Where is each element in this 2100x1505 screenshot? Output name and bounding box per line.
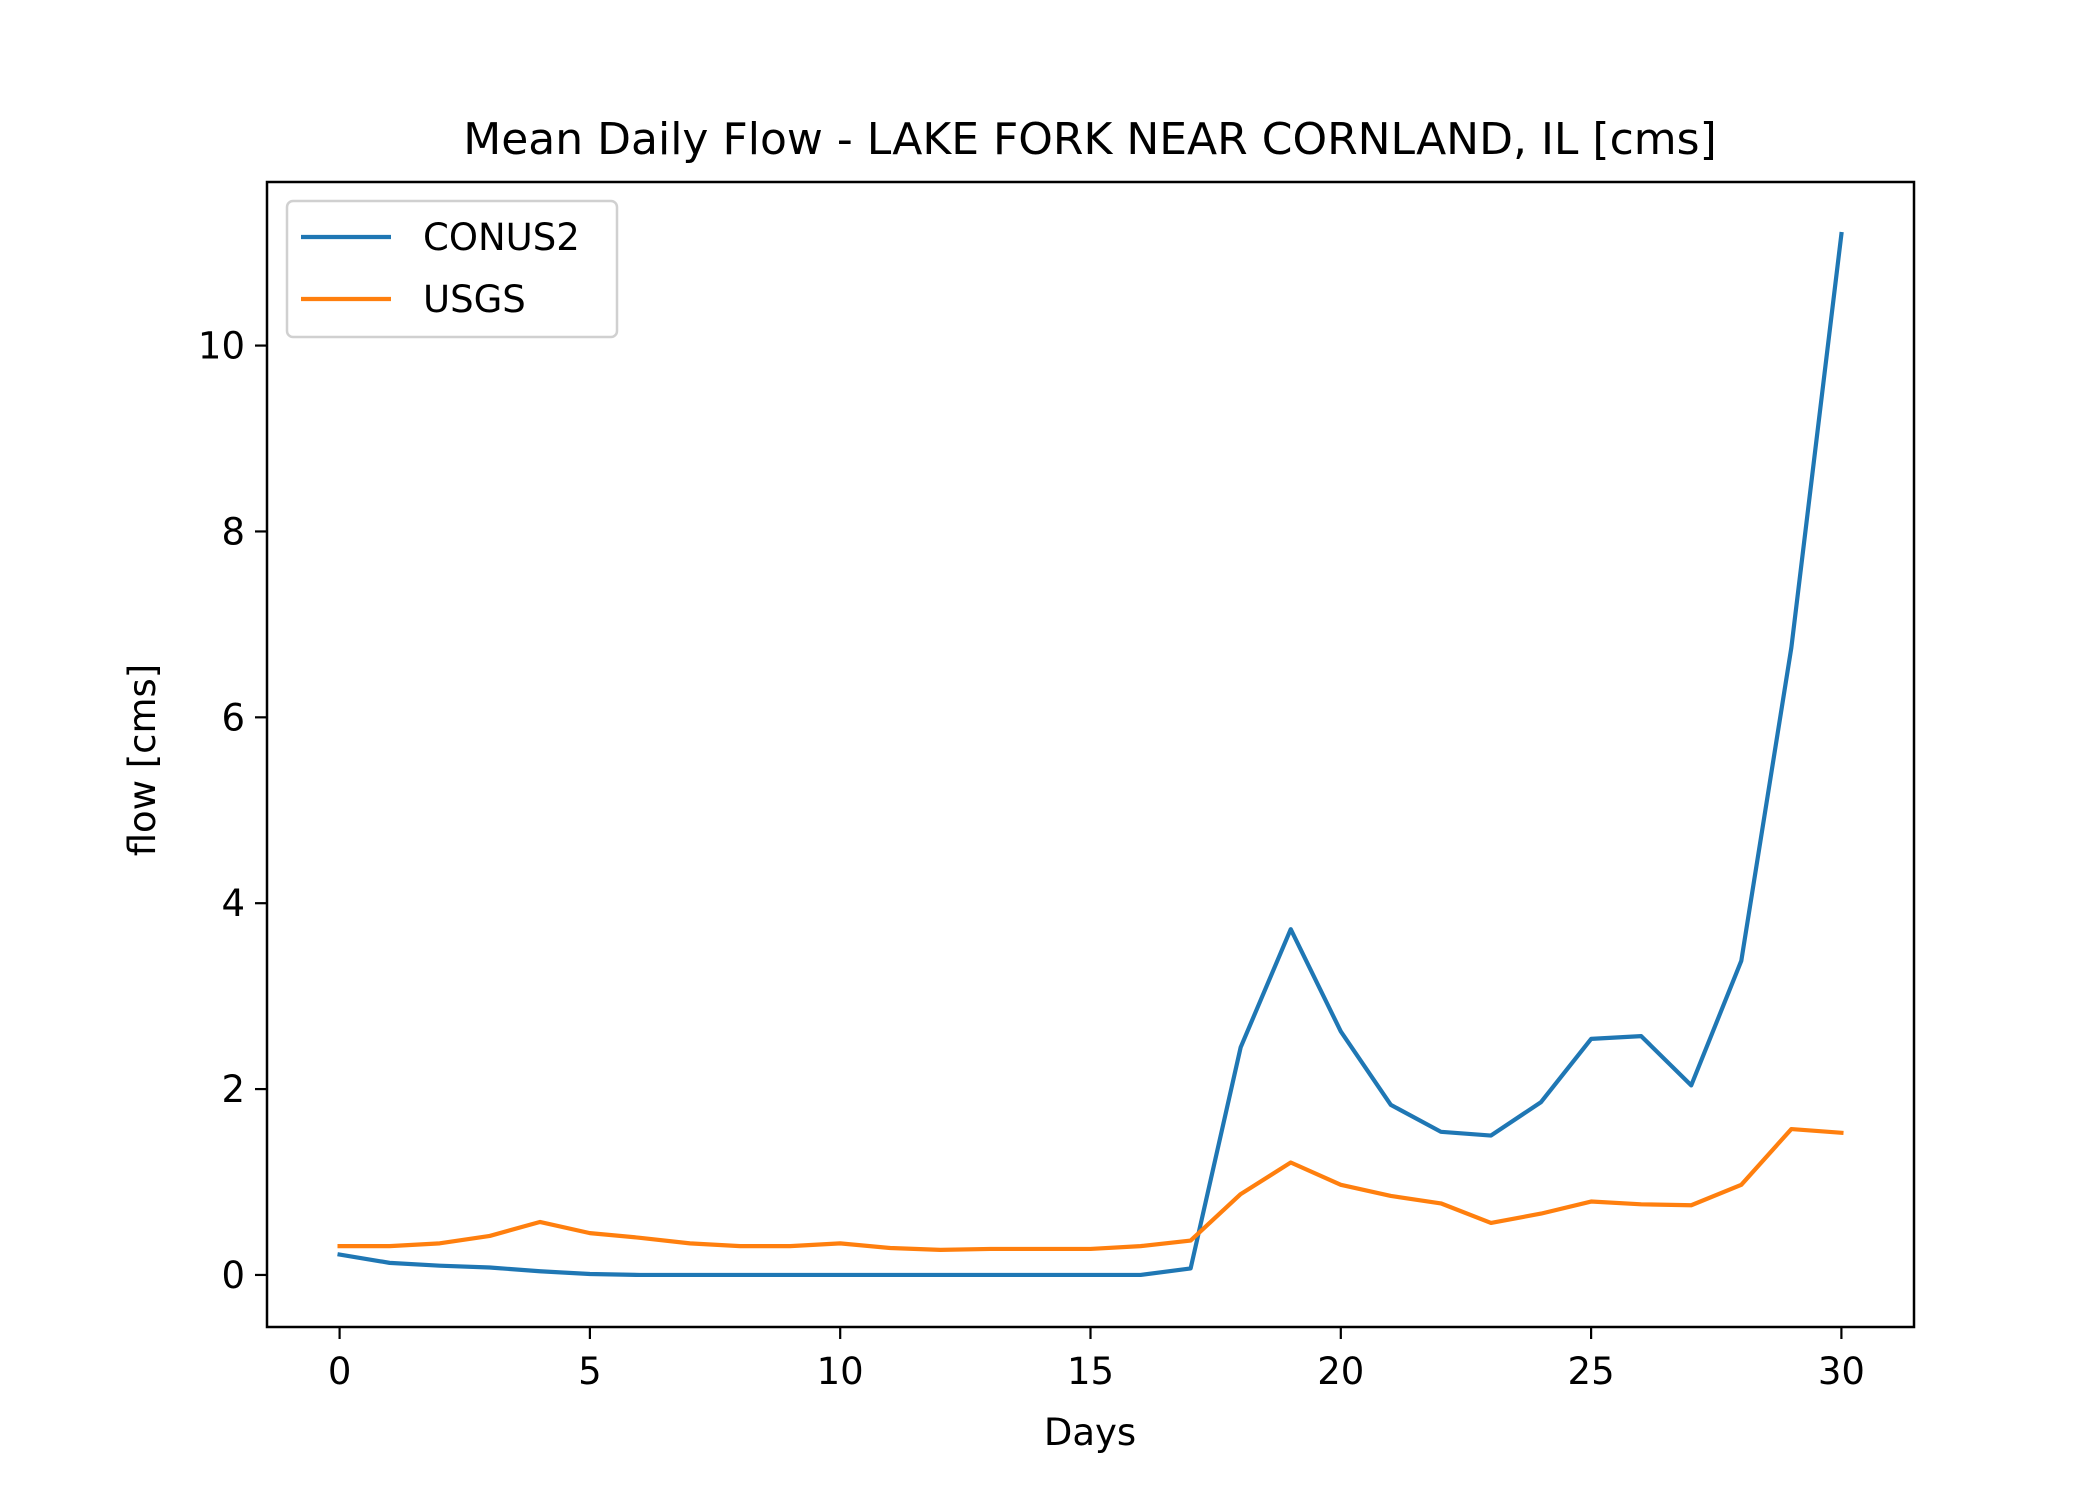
y-tick-label: 4 [221,882,245,925]
y-tick-label: 0 [221,1254,245,1297]
y-tick-label: 6 [221,696,245,739]
x-tick-label: 20 [1317,1350,1364,1393]
series-line-conus2 [337,231,1844,1278]
x-tick-label: 5 [578,1350,602,1393]
legend-label-usgs: USGS [423,278,526,321]
y-tick-label: 10 [198,325,245,368]
chart-title: Mean Daily Flow - LAKE FORK NEAR CORNLAN… [463,114,1716,165]
x-tick-label: 15 [1067,1350,1114,1393]
series-line-usgs [337,1126,1844,1252]
x-axis-label: Days [1044,1411,1136,1454]
y-axis-label: flow [cms] [121,664,164,857]
x-tick-label: 25 [1568,1350,1615,1393]
legend: CONUS2 USGS [285,199,619,339]
x-tick-label: 0 [328,1350,352,1393]
axis-ticks: 0 5 10 15 20 25 30 0 2 4 6 8 10 [198,325,1865,1393]
y-tick-label: 2 [221,1068,245,1111]
legend-label-conus2: CONUS2 [423,216,580,259]
x-tick-label: 30 [1818,1350,1865,1393]
y-tick-label: 8 [221,510,245,553]
x-tick-label: 10 [817,1350,864,1393]
